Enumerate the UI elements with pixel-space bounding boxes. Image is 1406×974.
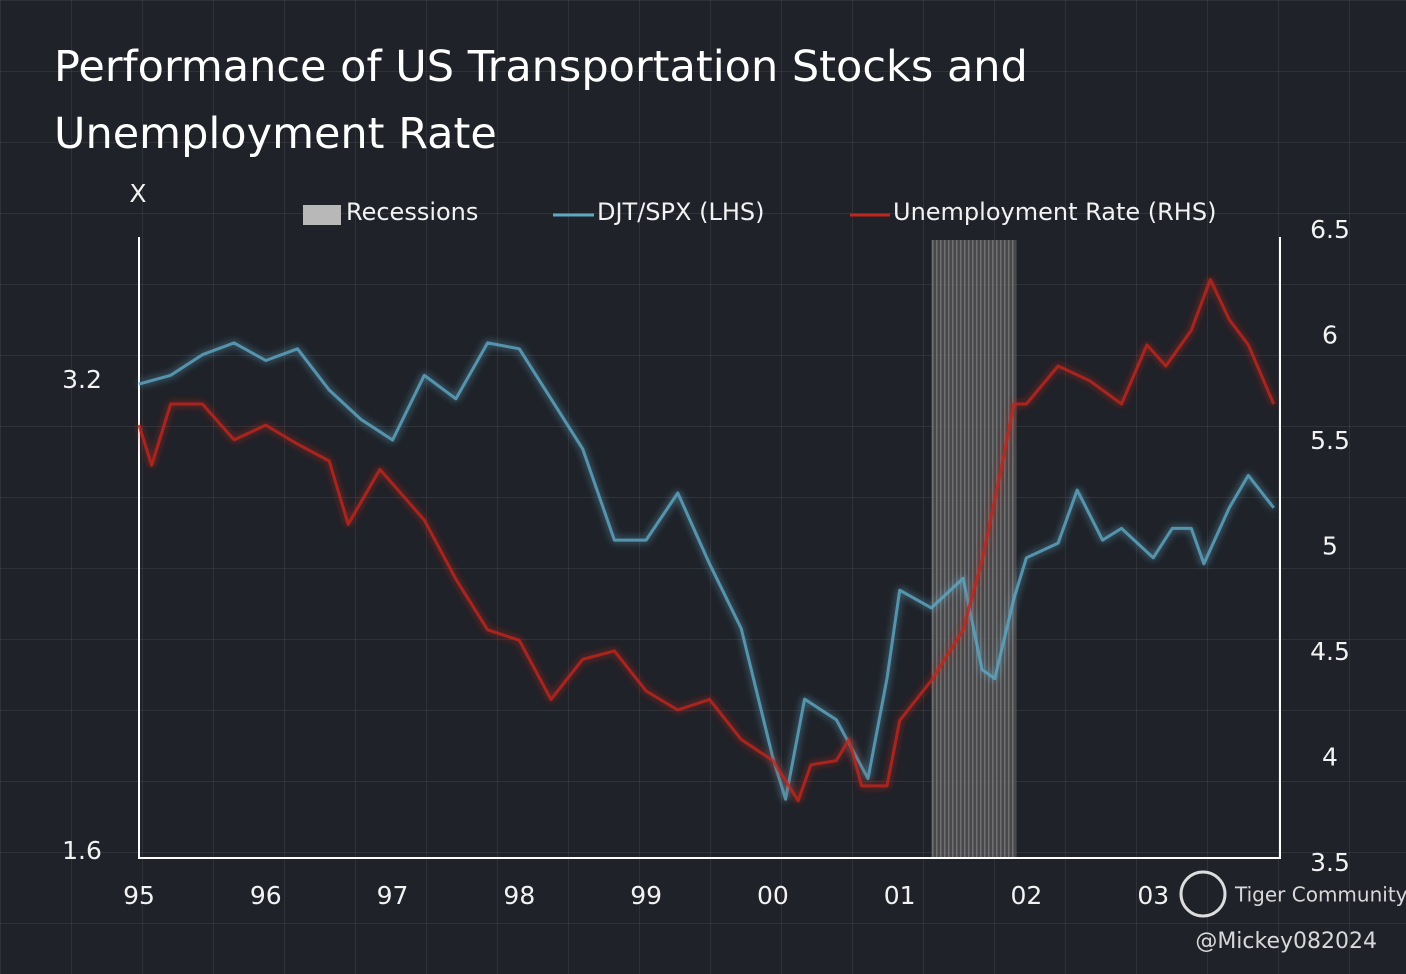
series-line [138, 341, 1275, 801]
x-tick-label: 96 [250, 881, 282, 910]
y2-tick-label: 6 [1322, 321, 1338, 350]
x-tick-label: 95 [123, 881, 155, 910]
y2-tick-label: 4 [1322, 743, 1338, 772]
x-tick-label: 00 [757, 881, 789, 910]
legend: Recessions DJT/SPX (LHS) Unemployment Ra… [303, 198, 1216, 226]
x-tick-label: 03 [1137, 881, 1169, 910]
watermark-logo [1179, 870, 1227, 918]
x-tick-label: 98 [503, 881, 535, 910]
x-tick-label: 02 [1011, 881, 1043, 910]
y-axis-label: X [129, 179, 146, 208]
x-tick-label: 99 [630, 881, 662, 910]
legend-label: Recessions [346, 198, 478, 226]
recession-band [931, 240, 1017, 858]
x-tick-label: 01 [884, 881, 916, 910]
y2-tick-label: 4.5 [1310, 637, 1350, 666]
x-tick-label: 97 [377, 881, 409, 910]
watermark: Tiger Community [1234, 883, 1406, 907]
y2-tick-label: 3.5 [1310, 848, 1350, 877]
legend-swatch [303, 205, 341, 225]
chart-title: Performance of US Transportation Stocks … [54, 42, 1028, 159]
y2-tick-label: 5.5 [1310, 426, 1350, 455]
y2-tick-label: 6.5 [1310, 215, 1350, 244]
watermark: @Mickey082024 [1195, 929, 1377, 954]
y2-tick-label: 5 [1322, 532, 1338, 561]
y-tick-label: 3.2 [62, 365, 102, 394]
legend-label: Unemployment Rate (RHS) [893, 198, 1216, 226]
y-tick-label: 1.6 [62, 836, 102, 865]
legend-label: DJT/SPX (LHS) [597, 198, 764, 226]
series-line [137, 278, 1276, 803]
